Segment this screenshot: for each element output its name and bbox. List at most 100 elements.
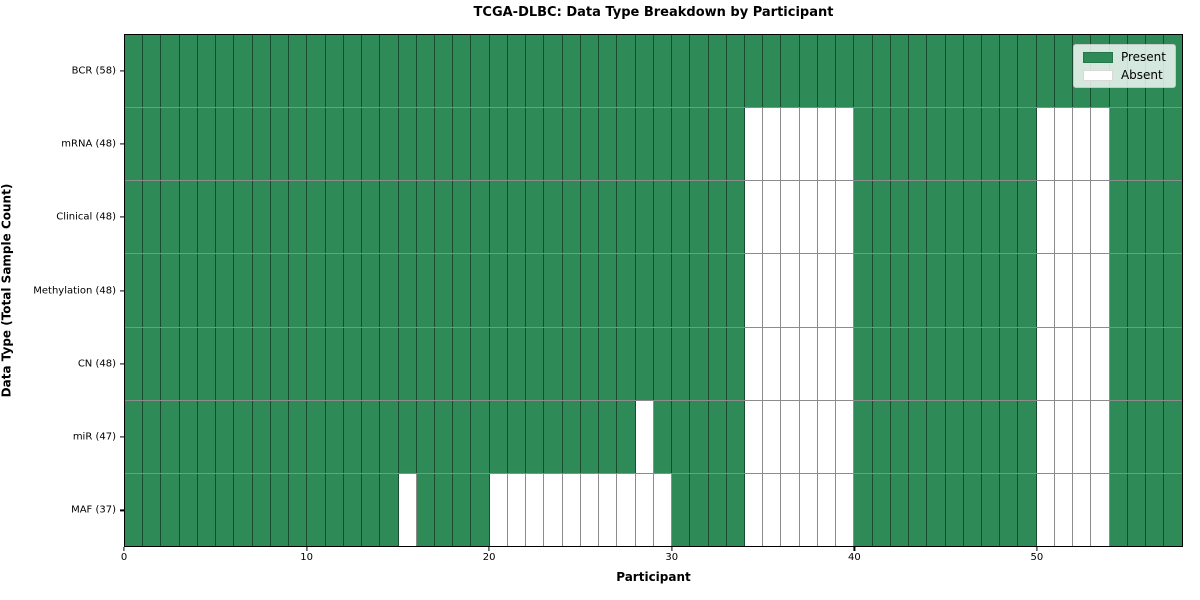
heatmap-cell (216, 181, 235, 254)
heatmap-cell (872, 181, 891, 254)
heatmap-cell (653, 35, 673, 108)
heatmap-cell (489, 400, 508, 473)
y-tick-label: BCR (58) (71, 65, 116, 77)
x-axis-labels: 0 10 20 30 40 50 (121, 552, 1183, 566)
heatmap-cell (1036, 254, 1055, 327)
heatmap-cell (1164, 473, 1182, 546)
heatmap-cell (872, 254, 891, 327)
heatmap-cell (362, 108, 381, 181)
heatmap-cell (836, 327, 855, 400)
heatmap-cell (362, 254, 381, 327)
heatmap-cell (289, 254, 308, 327)
heatmap-cell (890, 35, 910, 108)
heatmap-cell (726, 400, 745, 473)
heatmap-cell (143, 181, 162, 254)
heatmap-cell (653, 473, 673, 546)
heatmap-cell (161, 327, 180, 400)
heatmap-cell (161, 473, 180, 546)
heatmap-cell (362, 327, 381, 400)
heatmap-cell (690, 473, 709, 546)
heatmap-cell (854, 327, 873, 400)
heatmap-cell (817, 181, 837, 254)
heatmap-cell (580, 400, 600, 473)
heatmap-cell (343, 108, 363, 181)
heatmap-cell (270, 254, 290, 327)
heatmap-cell (599, 108, 618, 181)
heatmap-cell (1000, 181, 1019, 254)
heatmap-cell (343, 400, 363, 473)
heatmap-cell (726, 108, 745, 181)
chart-title: TCGA-DLBC: Data Type Breakdown by Partic… (473, 5, 834, 20)
heatmap-cell (179, 400, 198, 473)
heatmap-cell (343, 181, 363, 254)
heatmap-cell (1146, 108, 1165, 181)
heatmap-cell (781, 35, 800, 108)
heatmap-cell (398, 327, 417, 400)
heatmap-cell (343, 254, 363, 327)
heatmap-cell (489, 181, 508, 254)
heatmap-cell (325, 108, 344, 181)
heatmap-cell (453, 35, 472, 108)
heatmap-cell (690, 35, 709, 108)
heatmap-cell (471, 108, 490, 181)
heatmap-cell (726, 327, 745, 400)
heatmap-cell (1018, 473, 1037, 546)
heatmap-cell (526, 327, 545, 400)
heatmap-cell (416, 181, 435, 254)
heatmap-cell (507, 327, 527, 400)
heatmap-cell (161, 108, 180, 181)
heatmap-cell (909, 108, 928, 181)
heatmap-cell (854, 181, 873, 254)
heatmap-cell (963, 35, 983, 108)
heatmap-cell (1073, 400, 1092, 473)
heatmap-cell (325, 181, 344, 254)
heatmap-cell (343, 327, 363, 400)
heatmap-cell (854, 473, 873, 546)
heatmap-cell (216, 35, 235, 108)
heatmap-cell (416, 327, 435, 400)
heatmap-cell (216, 108, 235, 181)
x-tick-mark (1036, 547, 1038, 551)
x-axis-ticks (123, 547, 1183, 552)
heatmap-cell (270, 108, 290, 181)
y-axis-labels: BCR (58) mRNA (48) Clinical (48) Methylatio… (0, 34, 116, 547)
x-tick-mark (853, 547, 855, 551)
heatmap-cell (325, 473, 344, 546)
heatmap-cell (617, 327, 636, 400)
heatmap-cell (289, 473, 308, 546)
heatmap-cell (307, 35, 326, 108)
heatmap-cell (1036, 327, 1055, 400)
heatmap-cell (1109, 400, 1128, 473)
heatmap-cell (890, 327, 910, 400)
heatmap-cell (216, 400, 235, 473)
heatmap-cell (817, 35, 837, 108)
heatmap-cell (252, 254, 271, 327)
heatmap-cell (599, 400, 618, 473)
heatmap-cell (617, 254, 636, 327)
heatmap-cell (544, 35, 563, 108)
heatmap-cell (1036, 181, 1055, 254)
heatmap-cell (1018, 108, 1037, 181)
heatmap-cell (362, 400, 381, 473)
heatmap-cell (744, 400, 764, 473)
heatmap-cell (471, 327, 490, 400)
heatmap-cell (672, 35, 691, 108)
heatmap-cell (197, 181, 217, 254)
heatmap-cell (1018, 181, 1037, 254)
heatmap-cell (1073, 181, 1092, 254)
heatmap-cell (1127, 108, 1147, 181)
x-axis-title: Participant (616, 570, 691, 584)
heatmap-cell (653, 254, 673, 327)
heatmap-cell (125, 400, 144, 473)
heatmap-cell (270, 35, 290, 108)
heatmap-cell (380, 254, 399, 327)
heatmap-cell (289, 108, 308, 181)
heatmap-cell (1164, 400, 1182, 473)
heatmap-cell (872, 400, 891, 473)
heatmap-cell (1091, 181, 1110, 254)
heatmap-cell (526, 473, 545, 546)
heatmap-cell (343, 473, 363, 546)
heatmap-cell (526, 181, 545, 254)
heatmap-cell (708, 181, 727, 254)
